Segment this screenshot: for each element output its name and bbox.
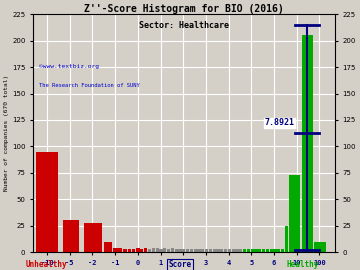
Text: Sector: Healthcare: Sector: Healthcare: [139, 21, 229, 30]
Bar: [194, 249, 197, 252]
Bar: [281, 249, 284, 252]
Bar: [247, 249, 250, 252]
Text: Healthy: Healthy: [286, 260, 319, 269]
Bar: [262, 249, 265, 252]
Bar: [63, 221, 79, 252]
Bar: [159, 249, 163, 252]
Bar: [235, 249, 239, 252]
Bar: [36, 152, 58, 252]
Bar: [197, 249, 201, 252]
Bar: [209, 249, 212, 252]
Bar: [220, 249, 224, 252]
Bar: [152, 248, 155, 252]
Bar: [231, 249, 235, 252]
Bar: [136, 248, 140, 252]
Bar: [144, 248, 147, 252]
Bar: [178, 249, 181, 252]
Bar: [140, 249, 143, 252]
Bar: [182, 249, 185, 252]
Text: 7.8921: 7.8921: [264, 118, 294, 127]
Bar: [302, 35, 313, 252]
Bar: [201, 249, 204, 252]
Bar: [266, 249, 269, 252]
Y-axis label: Number of companies (670 total): Number of companies (670 total): [4, 75, 9, 191]
Bar: [228, 249, 231, 252]
Bar: [104, 242, 112, 252]
Bar: [224, 249, 227, 252]
Bar: [216, 249, 220, 252]
Bar: [190, 249, 193, 252]
Bar: [285, 226, 288, 252]
Bar: [212, 249, 216, 252]
Bar: [156, 248, 159, 252]
Bar: [171, 248, 174, 252]
Bar: [175, 249, 178, 252]
Bar: [128, 249, 131, 252]
Bar: [243, 249, 246, 252]
Text: Unhealthy: Unhealthy: [26, 260, 68, 269]
Bar: [289, 175, 301, 252]
Bar: [273, 249, 276, 252]
Text: Score: Score: [168, 260, 192, 269]
Bar: [314, 242, 326, 252]
Bar: [277, 249, 280, 252]
Title: Z''-Score Histogram for BIO (2016): Z''-Score Histogram for BIO (2016): [84, 4, 284, 14]
Bar: [251, 249, 254, 252]
Bar: [123, 249, 127, 252]
Bar: [205, 249, 208, 252]
Bar: [258, 249, 261, 252]
Bar: [84, 222, 102, 252]
Text: ©www.textbiz.org: ©www.textbiz.org: [39, 64, 99, 69]
Bar: [186, 249, 189, 252]
Text: The Research Foundation of SUNY: The Research Foundation of SUNY: [39, 83, 140, 88]
Bar: [255, 249, 258, 252]
Bar: [239, 249, 242, 252]
Bar: [148, 249, 151, 252]
Bar: [163, 248, 166, 252]
Bar: [132, 249, 135, 252]
Bar: [270, 249, 273, 252]
Bar: [113, 248, 122, 252]
Bar: [167, 249, 170, 252]
